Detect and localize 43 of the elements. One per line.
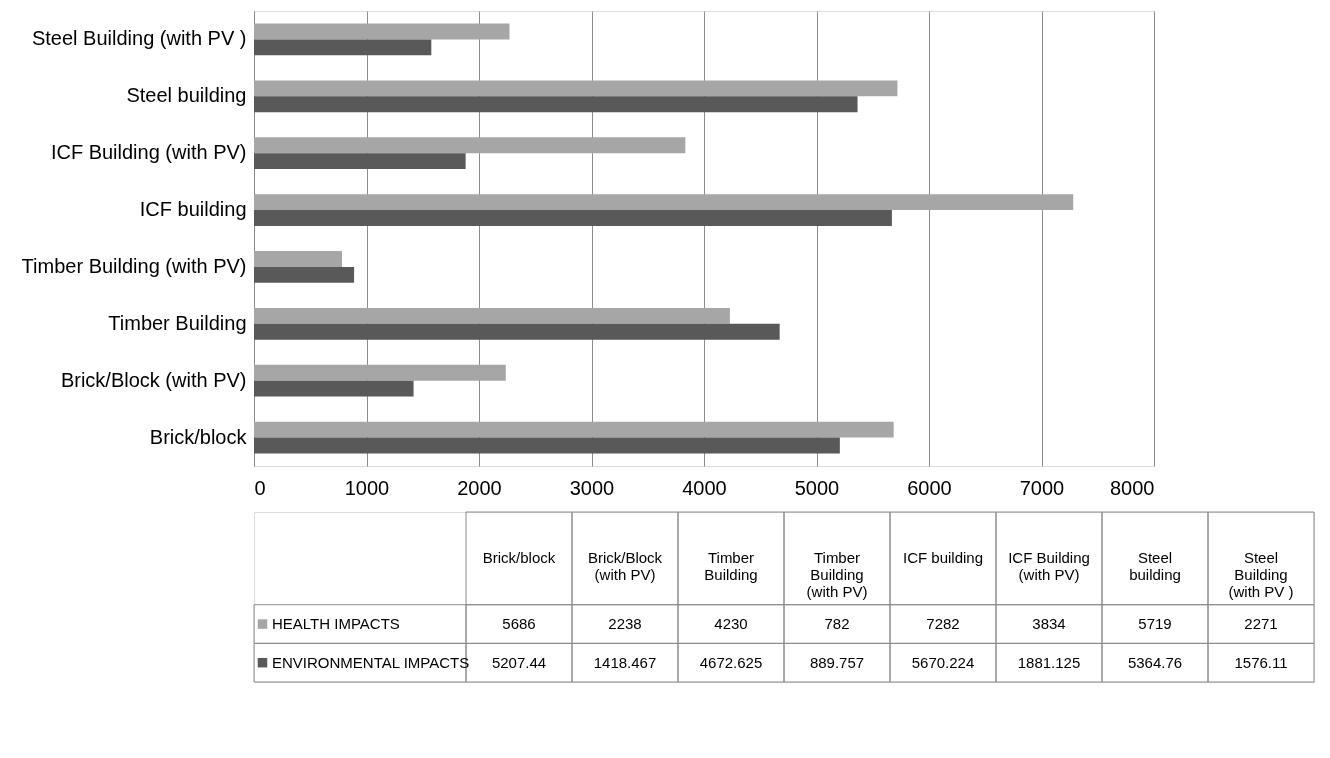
x-tick-label: 4000: [682, 476, 727, 499]
category-label: Timber Building: [704, 549, 758, 584]
category-label: ICF Building (with PV): [1008, 549, 1090, 584]
legend-label: ENVIRONMENTAL IMPACTS: [272, 653, 470, 671]
data-label: 5719: [1138, 615, 1172, 633]
data-label: 5364.76: [1127, 653, 1183, 671]
x-tick-label: 6000: [907, 476, 952, 499]
x-tick-label: 5000: [794, 476, 840, 499]
data-label: 5207.44: [491, 653, 547, 671]
y-tick-label: ICF building: [139, 198, 247, 221]
x-tick-label: 2000: [457, 476, 502, 499]
x-tick-label: 8000: [1110, 476, 1155, 499]
x-tick-label: 1000: [344, 476, 390, 499]
category-label: Steel building: [1129, 549, 1181, 584]
data-label: 1881.125: [1017, 653, 1081, 671]
data-label: 1576.11: [1234, 653, 1288, 671]
x-tick-label: 7000: [1019, 476, 1065, 499]
x-tick-label: 0: [254, 476, 266, 499]
y-tick-label: Steel building: [126, 84, 247, 107]
data-label: 782: [824, 615, 850, 633]
x-tick-label: 3000: [569, 476, 615, 499]
y-tick-label: Brick/block: [149, 425, 248, 448]
y-tick-label: Timber Building (with PV): [21, 254, 247, 277]
data-label: 5686: [502, 615, 536, 633]
category-label: Timber Building (with PV): [806, 549, 868, 601]
y-tick-label: ICF Building (with PV): [50, 141, 247, 164]
data-label: 5670.224: [911, 653, 975, 671]
category-label: ICF building: [902, 549, 984, 567]
data-label: 4672.625: [699, 653, 763, 671]
category-label: Steel Building (with PV ): [1228, 549, 1294, 601]
category-label: Brick/block: [482, 549, 556, 567]
data-label: 2271: [1244, 615, 1278, 633]
data-label: 889.757: [809, 653, 865, 671]
data-label: 1418.467: [593, 653, 657, 671]
y-tick-label: Timber Building: [108, 311, 247, 334]
legend-label: HEALTH IMPACTS: [272, 615, 400, 633]
y-tick-label: Brick/Block (with PV): [60, 368, 247, 391]
category-label: Brick/Block (with PV): [587, 549, 663, 584]
data-label: 4230: [714, 615, 748, 633]
data-label: 3834: [1032, 615, 1066, 633]
data-label: 2238: [608, 615, 642, 633]
data-label: 7282: [926, 615, 960, 633]
y-tick-label: Steel Building (with PV ): [31, 27, 247, 50]
